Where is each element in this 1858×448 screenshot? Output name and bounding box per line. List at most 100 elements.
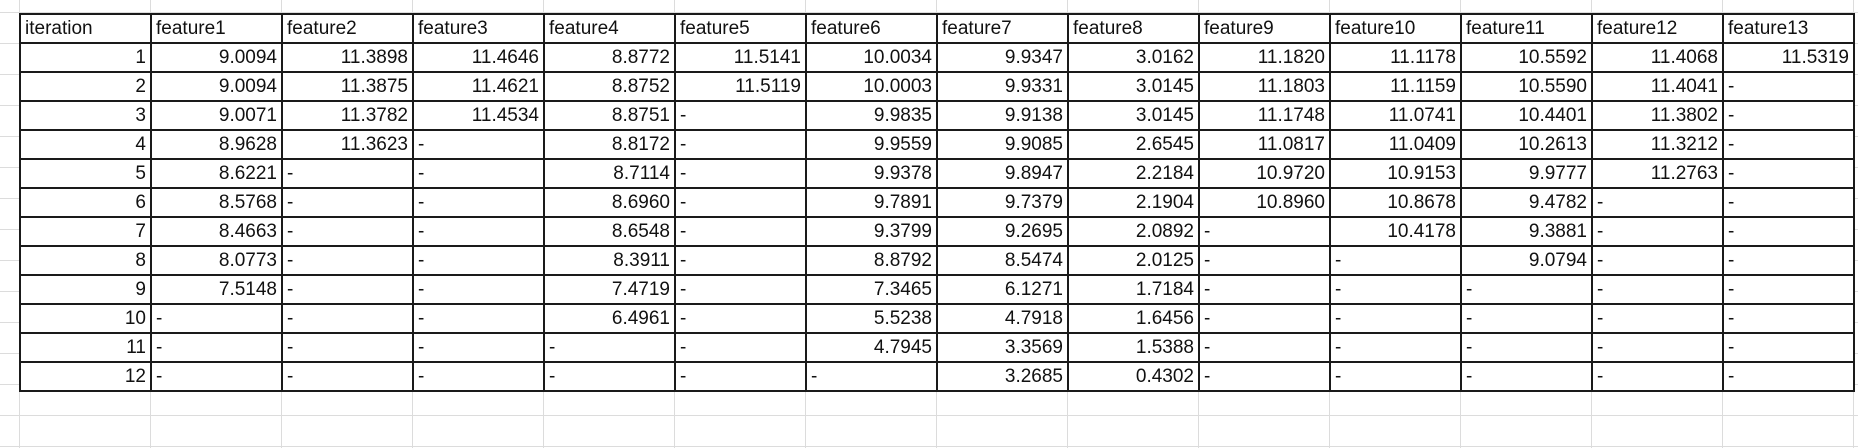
- table-cell[interactable]: -: [1198, 274, 1331, 305]
- table-cell[interactable]: 11.3623: [281, 129, 414, 160]
- table-cell[interactable]: -: [805, 361, 938, 392]
- table-cell[interactable]: -: [1460, 361, 1593, 392]
- table-cell[interactable]: 9.9378: [805, 158, 938, 189]
- column-header-8[interactable]: feature8: [1067, 13, 1200, 44]
- iteration-cell[interactable]: 5: [19, 158, 152, 189]
- iteration-cell[interactable]: 4: [19, 129, 152, 160]
- table-cell[interactable]: 8.6960: [543, 187, 676, 218]
- table-cell[interactable]: -: [412, 332, 545, 363]
- iteration-cell[interactable]: 8: [19, 245, 152, 276]
- table-cell[interactable]: -: [412, 158, 545, 189]
- table-cell[interactable]: 8.6548: [543, 216, 676, 247]
- table-cell[interactable]: -: [412, 274, 545, 305]
- table-cell[interactable]: 11.1820: [1198, 42, 1331, 73]
- column-header-3[interactable]: feature3: [412, 13, 545, 44]
- table-cell[interactable]: 11.1178: [1329, 42, 1462, 73]
- table-cell[interactable]: 8.3911: [543, 245, 676, 276]
- table-cell[interactable]: 11.3802: [1591, 100, 1724, 131]
- table-cell[interactable]: 9.7379: [936, 187, 1069, 218]
- table-cell[interactable]: 7.3465: [805, 274, 938, 305]
- table-cell[interactable]: 11.0741: [1329, 100, 1462, 131]
- table-cell[interactable]: 2.6545: [1067, 129, 1200, 160]
- table-cell[interactable]: 0.4302: [1067, 361, 1200, 392]
- table-cell[interactable]: -: [1722, 332, 1855, 363]
- table-cell[interactable]: 9.9347: [936, 42, 1069, 73]
- table-cell[interactable]: -: [674, 100, 807, 131]
- table-cell[interactable]: -: [1198, 303, 1331, 334]
- table-cell[interactable]: 1.5388: [1067, 332, 1200, 363]
- table-cell[interactable]: -: [674, 129, 807, 160]
- table-cell[interactable]: 8.7114: [543, 158, 676, 189]
- column-header-2[interactable]: feature2: [281, 13, 414, 44]
- table-cell[interactable]: 11.3875: [281, 71, 414, 102]
- table-cell[interactable]: -: [281, 187, 414, 218]
- column-header-9[interactable]: feature9: [1198, 13, 1331, 44]
- column-header-10[interactable]: feature10: [1329, 13, 1462, 44]
- table-cell[interactable]: 9.9138: [936, 100, 1069, 131]
- table-cell[interactable]: 10.4178: [1329, 216, 1462, 247]
- table-cell[interactable]: 8.8752: [543, 71, 676, 102]
- table-cell[interactable]: -: [1591, 303, 1724, 334]
- table-cell[interactable]: -: [1591, 245, 1724, 276]
- table-cell[interactable]: 2.0892: [1067, 216, 1200, 247]
- table-cell[interactable]: 9.7891: [805, 187, 938, 218]
- iteration-cell[interactable]: 1: [19, 42, 152, 73]
- table-cell[interactable]: 9.9835: [805, 100, 938, 131]
- table-cell[interactable]: 8.8751: [543, 100, 676, 131]
- table-cell[interactable]: 11.3782: [281, 100, 414, 131]
- table-cell[interactable]: 8.9628: [150, 129, 283, 160]
- column-header-13[interactable]: feature13: [1722, 13, 1855, 44]
- table-cell[interactable]: -: [412, 216, 545, 247]
- table-cell[interactable]: -: [674, 245, 807, 276]
- table-cell[interactable]: 11.4646: [412, 42, 545, 73]
- table-cell[interactable]: 6.1271: [936, 274, 1069, 305]
- iteration-cell[interactable]: 12: [19, 361, 152, 392]
- table-cell[interactable]: 8.5768: [150, 187, 283, 218]
- table-cell[interactable]: -: [412, 187, 545, 218]
- table-cell[interactable]: 1.6456: [1067, 303, 1200, 334]
- table-cell[interactable]: -: [1460, 332, 1593, 363]
- table-cell[interactable]: -: [281, 274, 414, 305]
- table-cell[interactable]: -: [412, 129, 545, 160]
- table-cell[interactable]: 8.8792: [805, 245, 938, 276]
- table-cell[interactable]: 4.7945: [805, 332, 938, 363]
- table-cell[interactable]: 9.0094: [150, 71, 283, 102]
- iteration-cell[interactable]: 11: [19, 332, 152, 363]
- table-cell[interactable]: 9.0094: [150, 42, 283, 73]
- table-cell[interactable]: -: [1591, 361, 1724, 392]
- table-cell[interactable]: 3.0145: [1067, 100, 1200, 131]
- iteration-cell[interactable]: 3: [19, 100, 152, 131]
- table-cell[interactable]: -: [674, 158, 807, 189]
- table-cell[interactable]: 9.0071: [150, 100, 283, 131]
- column-header-6[interactable]: feature6: [805, 13, 938, 44]
- table-cell[interactable]: 11.2763: [1591, 158, 1724, 189]
- column-header-4[interactable]: feature4: [543, 13, 676, 44]
- table-cell[interactable]: 8.8772: [543, 42, 676, 73]
- table-cell[interactable]: -: [1591, 216, 1724, 247]
- table-cell[interactable]: -: [1722, 216, 1855, 247]
- table-cell[interactable]: 8.8172: [543, 129, 676, 160]
- table-cell[interactable]: -: [1198, 245, 1331, 276]
- table-cell[interactable]: 8.4663: [150, 216, 283, 247]
- table-cell[interactable]: -: [281, 361, 414, 392]
- table-cell[interactable]: -: [1722, 129, 1855, 160]
- table-cell[interactable]: 10.9153: [1329, 158, 1462, 189]
- table-cell[interactable]: 11.3898: [281, 42, 414, 73]
- table-cell[interactable]: -: [150, 361, 283, 392]
- table-cell[interactable]: -: [1329, 245, 1462, 276]
- table-cell[interactable]: -: [674, 332, 807, 363]
- table-cell[interactable]: 10.0034: [805, 42, 938, 73]
- table-cell[interactable]: -: [1329, 274, 1462, 305]
- table-cell[interactable]: -: [1198, 361, 1331, 392]
- table-cell[interactable]: -: [281, 216, 414, 247]
- table-cell[interactable]: 3.2685: [936, 361, 1069, 392]
- iteration-cell[interactable]: 7: [19, 216, 152, 247]
- table-cell[interactable]: -: [412, 303, 545, 334]
- table-cell[interactable]: -: [1722, 187, 1855, 218]
- table-cell[interactable]: 9.9777: [1460, 158, 1593, 189]
- table-cell[interactable]: -: [281, 245, 414, 276]
- column-header-7[interactable]: feature7: [936, 13, 1069, 44]
- table-cell[interactable]: 11.1159: [1329, 71, 1462, 102]
- column-header-1[interactable]: feature1: [150, 13, 283, 44]
- table-cell[interactable]: -: [1329, 332, 1462, 363]
